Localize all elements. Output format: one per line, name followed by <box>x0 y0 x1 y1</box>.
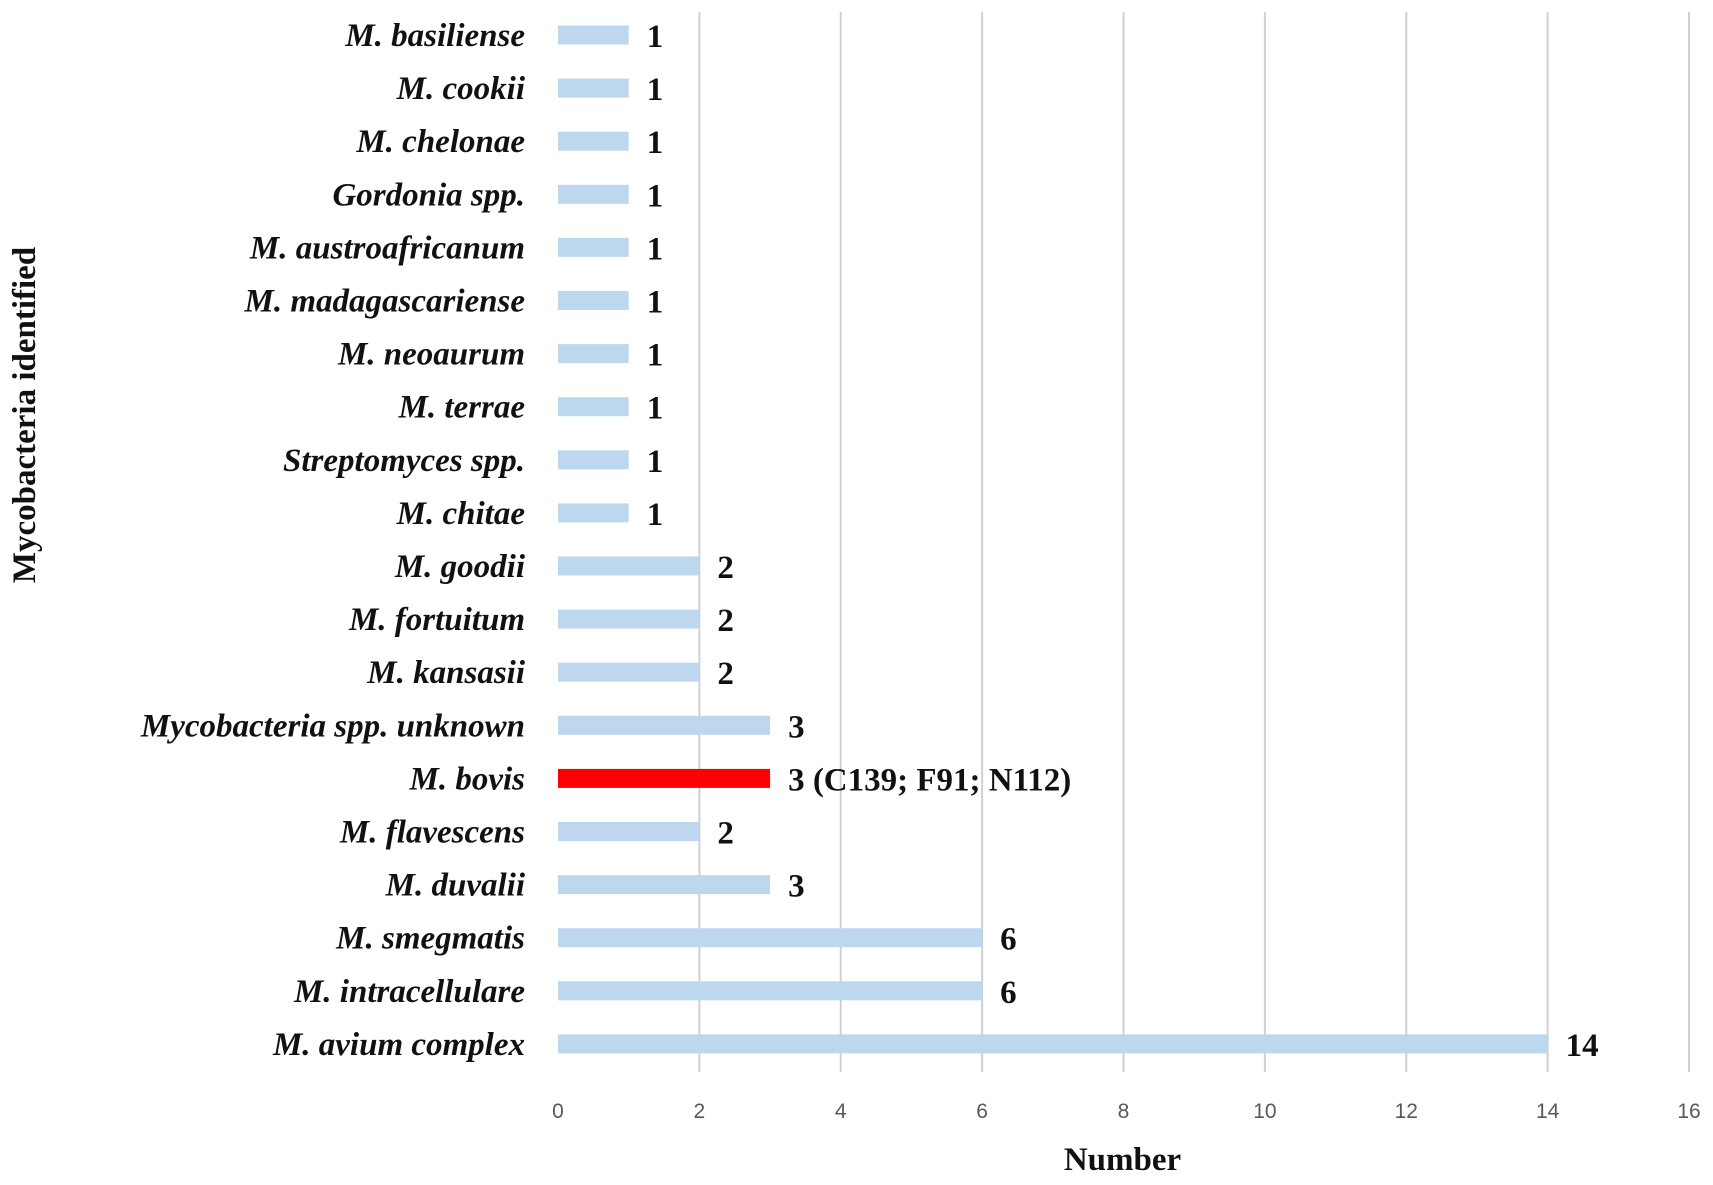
x-tick-label-0: 0 <box>552 1100 564 1123</box>
data-label-14: 3 (C139; F91; N112) <box>788 762 1071 798</box>
category-label-3: Gordonia spp. <box>332 177 525 213</box>
x-tick-label-6: 6 <box>976 1100 988 1123</box>
bar-4 <box>558 237 629 257</box>
category-label-0: M. basiliense <box>344 18 525 54</box>
category-label-10: M. goodii <box>394 549 526 585</box>
bar-5 <box>558 291 629 310</box>
data-label-1: 1 <box>647 72 664 108</box>
data-label-17: 6 <box>1000 922 1017 958</box>
data-label-2: 1 <box>647 125 664 161</box>
category-label-16: M. duvalii <box>385 868 526 904</box>
data-label-11: 2 <box>717 603 734 639</box>
category-label-18: M. intracellulare <box>293 974 525 1010</box>
category-label-9: M. chitae <box>396 496 525 532</box>
category-label-1: M. cookii <box>396 71 526 107</box>
category-label-11: M. fortuitum <box>348 602 525 638</box>
x-axis-title: Number <box>1064 1142 1181 1178</box>
bar-9 <box>558 503 629 523</box>
x-tick-label-10: 10 <box>1253 1100 1276 1123</box>
category-label-8: Streptomyces spp. <box>283 443 525 479</box>
category-label-13: Mycobacteria spp. unknown <box>140 708 525 744</box>
x-tick-label-14: 14 <box>1536 1100 1560 1123</box>
bar-11 <box>558 609 700 629</box>
data-label-15: 2 <box>717 816 734 852</box>
x-tick-labels: 0 2 4 6 8 10 12 14 16 <box>552 1100 1701 1123</box>
bar-2 <box>558 131 629 151</box>
category-label-4: M. austroafricanum <box>249 230 525 266</box>
x-tick-label-4: 4 <box>835 1100 847 1123</box>
data-label-13: 3 <box>788 709 805 745</box>
bar-6 <box>558 344 629 364</box>
bar-1 <box>558 78 629 98</box>
data-label-8: 1 <box>647 444 664 480</box>
bar-8 <box>558 450 629 470</box>
bar-12 <box>558 662 700 682</box>
category-label-7: M. terrae <box>398 390 526 426</box>
bars <box>558 25 1548 1054</box>
data-label-16: 3 <box>788 869 805 905</box>
x-tick-label-2: 2 <box>694 1100 706 1123</box>
x-tick-label-16: 16 <box>1677 1100 1700 1123</box>
data-label-12: 2 <box>717 656 734 692</box>
data-labels: 1 1 1 1 1 1 1 1 1 1 2 2 2 3 3 (C139; F91; N112) 2 3 6 6 14 <box>647 19 1599 1064</box>
data-label-18: 6 <box>1000 975 1017 1011</box>
data-label-3: 1 <box>647 178 664 214</box>
category-label-6: M. neoaurum <box>337 337 525 373</box>
bar-19 <box>558 1034 1548 1054</box>
data-label-19: 14 <box>1566 1028 1599 1064</box>
category-label-12: M. kansasii <box>366 655 526 691</box>
data-label-10: 2 <box>717 550 734 586</box>
bar-16 <box>558 875 771 895</box>
bar-14 <box>558 768 771 788</box>
category-label-19: M. avium complex <box>272 1027 525 1063</box>
data-label-0: 1 <box>647 19 664 55</box>
bar-17 <box>558 928 983 948</box>
category-label-2: M. chelonae <box>355 124 525 160</box>
bar-13 <box>558 715 771 735</box>
data-label-9: 1 <box>647 497 664 533</box>
x-tick-label-8: 8 <box>1118 1100 1130 1123</box>
category-labels: M. basiliense M. cookii M. chelonae Gordoni… <box>140 18 526 1063</box>
x-tick-label-12: 12 <box>1395 1100 1418 1123</box>
category-label-17: M. smegmatis <box>335 921 525 957</box>
y-axis-title: Mycobacteria identified <box>7 247 43 583</box>
data-label-7: 1 <box>647 391 664 427</box>
data-label-4: 1 <box>647 231 664 267</box>
category-label-5: M. madagascariense <box>244 284 526 320</box>
category-label-14: M. bovis <box>409 761 526 797</box>
bar-7 <box>558 397 629 417</box>
bar-18 <box>558 981 983 1001</box>
grid-lines <box>698 12 1690 1072</box>
bar-0 <box>558 25 629 45</box>
bar-10 <box>558 556 700 576</box>
bar-3 <box>558 184 629 204</box>
category-label-15: M. flavescens <box>339 815 525 851</box>
data-label-5: 1 <box>647 285 664 321</box>
data-label-6: 1 <box>647 338 664 374</box>
bar-15 <box>558 822 700 841</box>
